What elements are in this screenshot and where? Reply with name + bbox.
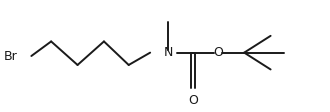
Text: Br: Br [4, 50, 18, 62]
Text: N: N [164, 46, 173, 59]
Text: O: O [213, 46, 223, 59]
Text: O: O [188, 94, 198, 107]
